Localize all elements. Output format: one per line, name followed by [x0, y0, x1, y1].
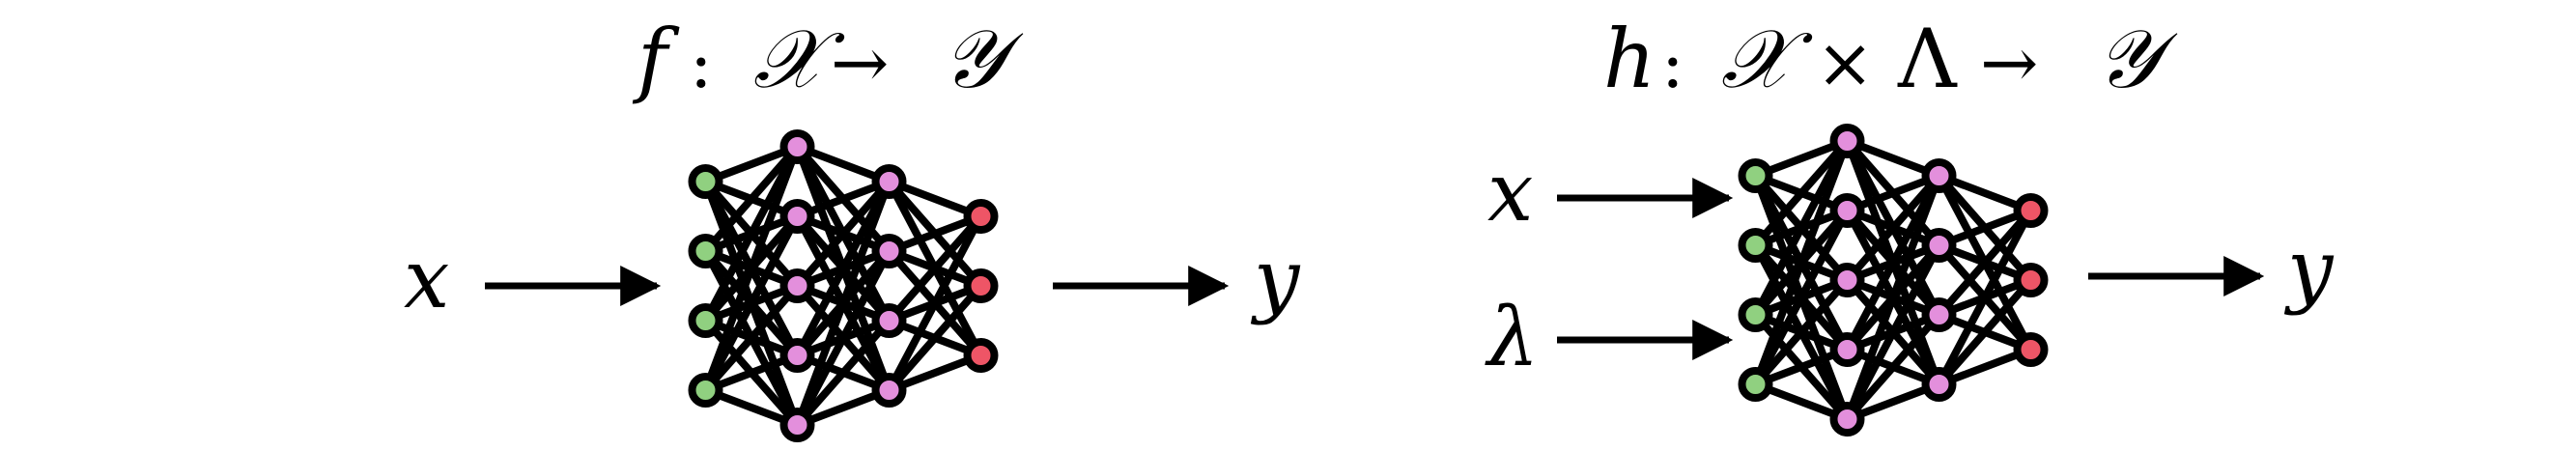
right-network-nodes: [1738, 124, 2049, 437]
left-title-arrow: →: [831, 22, 889, 103]
left-network-node-l0-3: [688, 373, 723, 408]
left-title-fn: f: [632, 12, 680, 106]
left-network-node-l0-2: [688, 303, 723, 338]
left-network-node-l0-1: [688, 234, 723, 268]
right-network-edge-l2-3-1: [1935, 276, 2035, 388]
right-network-edge-l0-3-1: [1751, 207, 1852, 388]
left-network-node-l2-2: [871, 303, 907, 338]
right-network-node-l0-2: [1738, 297, 1773, 332]
right-network-node-l2-2: [1921, 297, 1957, 332]
right-network-edge-l1-4-1: [1843, 241, 1943, 423]
left-network-node-l3-0: [963, 199, 999, 234]
left-network-node-l0-0: [688, 164, 723, 199]
right-network-node-l2-3: [1921, 367, 1957, 402]
left-title: f : 𝒳 → 𝒴: [632, 12, 1024, 106]
right-network-edge-l0-2-0: [1751, 137, 1852, 319]
right-title-param-space: Λ: [1897, 12, 1958, 106]
left-input-label: x: [404, 232, 449, 326]
left-network-node-l3-2: [963, 338, 999, 373]
right-input-lambda-label: λ: [1485, 290, 1539, 384]
right-network-node-l2-1: [1921, 228, 1957, 263]
right-network-edges: [1751, 137, 2035, 423]
right-network-node-l1-3: [1829, 332, 1865, 367]
left-network-edge-l0-3-2: [701, 282, 802, 394]
right-network-node-l3-0: [2013, 193, 2049, 228]
right-network-node-l1-2: [1829, 263, 1865, 297]
left-network-node-l2-3: [871, 373, 907, 408]
right-network-edge-l2-3-0: [1935, 207, 2035, 388]
right-network-edge-l0-3-0: [1751, 137, 1852, 388]
right-network-edge-l2-2-0: [1935, 207, 2035, 319]
right-network-node-l1-1: [1829, 193, 1865, 228]
left-network-node-l1-3: [779, 338, 815, 373]
right-network-edge-l0-3-2: [1751, 276, 1852, 388]
right-network-node-l3-1: [2013, 263, 2049, 297]
right-network-node-l2-0: [1921, 158, 1957, 193]
right-network-node-l1-4: [1829, 402, 1865, 437]
left-title-colon: :: [690, 24, 713, 103]
right-network-edge-l1-3-0: [1843, 172, 1943, 353]
right-network-edge-l0-1-0: [1751, 137, 1852, 249]
left-network-edge-l0-1-0: [701, 143, 802, 255]
left-output-label: y: [1250, 232, 1301, 326]
left-network-nodes: [688, 129, 999, 442]
right-title-domain: 𝒳: [1721, 12, 1813, 106]
right-title-times: ×: [1816, 22, 1874, 103]
right-title-fn: h: [1603, 12, 1656, 106]
right-network-node-l0-3: [1738, 367, 1773, 402]
right-network-node-l0-0: [1738, 158, 1773, 193]
right-network-edge-l1-4-0: [1843, 172, 1943, 423]
left-network-edge-l1-2-0: [793, 178, 893, 290]
left-network-edge-l0-3-1: [701, 212, 802, 394]
right-network-node-l0-1: [1738, 228, 1773, 263]
left-network-node-l1-1: [779, 199, 815, 234]
left-network-edge-l1-4-1: [793, 247, 893, 429]
left-network-node-l3-1: [963, 268, 999, 303]
right-title-colon: :: [1661, 24, 1684, 103]
right-title-codomain: 𝒴: [2096, 12, 2178, 106]
left-network-edge-l1-4-0: [793, 178, 893, 429]
left-network-edge-l1-4-2: [793, 317, 893, 429]
right-network-edge-l1-2-0: [1843, 172, 1943, 284]
left-neural-network: [688, 129, 999, 442]
left-title-codomain: 𝒴: [942, 12, 1024, 106]
left-network-node-l1-2: [779, 268, 815, 303]
right-output-label: y: [2283, 222, 2335, 317]
left-network-edge-l0-3-0: [701, 143, 802, 394]
right-network-node-l3-2: [2013, 332, 2049, 367]
right-neural-network: [1738, 124, 2049, 437]
left-network-edge-l2-2-0: [885, 212, 985, 324]
right-title-arrow: →: [1980, 22, 2038, 103]
left-network-edge-l2-3-1: [885, 282, 985, 394]
right-input-x-label: x: [1487, 145, 1533, 240]
left-network-edges: [701, 143, 985, 429]
right-network-edge-l1-4-2: [1843, 311, 1943, 423]
right-network-node-l1-0: [1829, 124, 1865, 158]
right-title: h : 𝒳 × Λ → 𝒴: [1603, 12, 2178, 106]
left-network-node-l1-4: [779, 408, 815, 442]
left-network-edge-l2-3-0: [885, 212, 985, 394]
left-network-edge-l0-2-0: [701, 143, 802, 324]
left-network-node-l1-0: [779, 129, 815, 164]
left-network-edge-l1-3-0: [793, 178, 893, 359]
left-network-node-l2-1: [871, 234, 907, 268]
left-network-node-l2-0: [871, 164, 907, 199]
